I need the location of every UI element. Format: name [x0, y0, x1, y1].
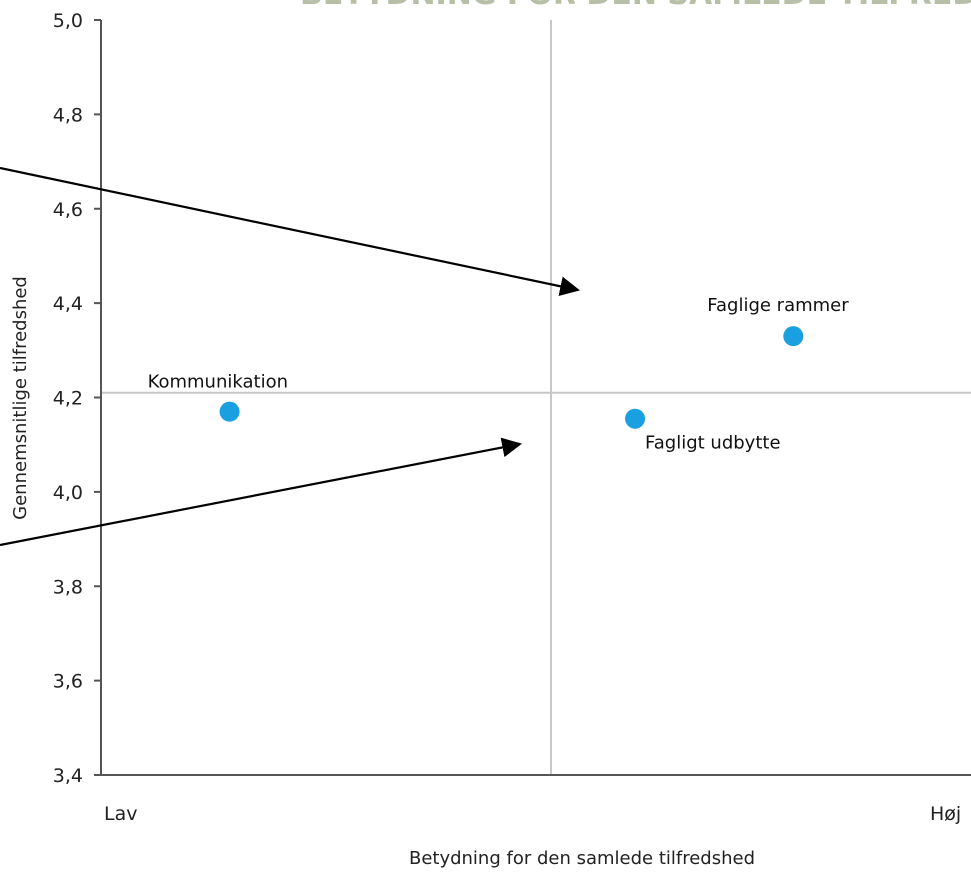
y-tick-label: 5,0	[53, 10, 83, 32]
data-label-fagligt-udbytte: Fagligt udbytte	[645, 433, 780, 454]
annotation-arrow-fagligt-udbytte	[0, 437, 522, 547]
y-tick-label: 3,8	[53, 576, 83, 598]
data-point-faglige-rammer	[783, 326, 804, 347]
y-tick-label: 3,4	[53, 765, 83, 787]
data-points: Kommunikation Fagligt udbytte Faglige ramm…	[148, 295, 850, 454]
x-tick-label-low: Lav	[104, 803, 137, 825]
data-label-kommunikation: Kommunikation	[148, 372, 288, 393]
annotation-arrow-faglige-rammer	[0, 166, 580, 297]
data-label-faglige-rammer: Faglige rammer	[707, 295, 849, 316]
chart-title: BETYDNING FOR DEN SAMLEDE TILFREDSHED	[300, 0, 971, 12]
y-tick-labels: 3,4 3,6 3,8 4,0 4,2 4,4 4,6 4,8 5,0	[53, 10, 101, 787]
axes	[100, 20, 971, 776]
y-tick-label: 3,6	[53, 671, 83, 693]
y-tick-label: 4,4	[53, 293, 83, 315]
data-point-fagligt-udbytte	[625, 408, 646, 429]
y-tick-label: 4,8	[53, 104, 83, 126]
x-tick-label-high: Høj	[930, 803, 961, 825]
x-tick-labels: Lav Høj	[104, 803, 961, 825]
x-axis-title: Betydning for den samlede tilfredshed	[409, 848, 755, 869]
y-axis-title: Gennemsnitlige tilfredshed	[10, 276, 31, 520]
quadrant-lines	[101, 20, 971, 775]
annotation-arrows	[0, 166, 580, 547]
y-tick-label: 4,2	[53, 388, 83, 410]
data-point-kommunikation	[219, 401, 240, 422]
y-tick-label: 4,6	[53, 199, 83, 221]
y-tick-label: 4,0	[53, 482, 83, 504]
